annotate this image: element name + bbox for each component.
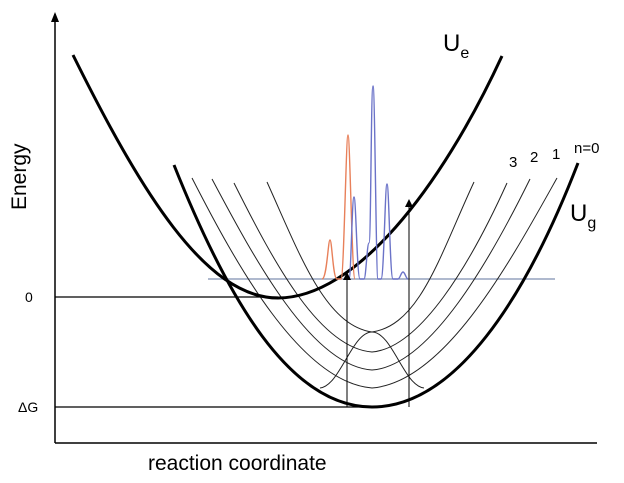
excited-state-label: Ue: [443, 30, 470, 62]
ground-state-curve: [172, 162, 580, 409]
level-label-1: 1: [552, 146, 561, 163]
excited-state-curve: [71, 54, 504, 300]
level-curve-n2: [211, 178, 531, 371]
ground-state-label: Ug: [570, 200, 597, 232]
level-curve-n3: [191, 177, 558, 389]
y-axis-arrowhead: [51, 12, 59, 22]
level-label-2: 2: [530, 149, 539, 166]
x-axis-label: reaction coordinate: [148, 452, 327, 475]
level-label-0: n=0: [574, 140, 600, 157]
y-axis-label: Energy: [8, 143, 31, 210]
delta-g-tick-label: ΔG: [18, 399, 39, 415]
orange-spectrum: [321, 134, 356, 280]
level-curve-n1: [233, 182, 508, 353]
level-label-3: 3: [509, 154, 518, 171]
zero-tick-label: 0: [25, 289, 33, 305]
blue-spectrum: [348, 85, 409, 280]
ground-wavepacket: [319, 331, 425, 389]
